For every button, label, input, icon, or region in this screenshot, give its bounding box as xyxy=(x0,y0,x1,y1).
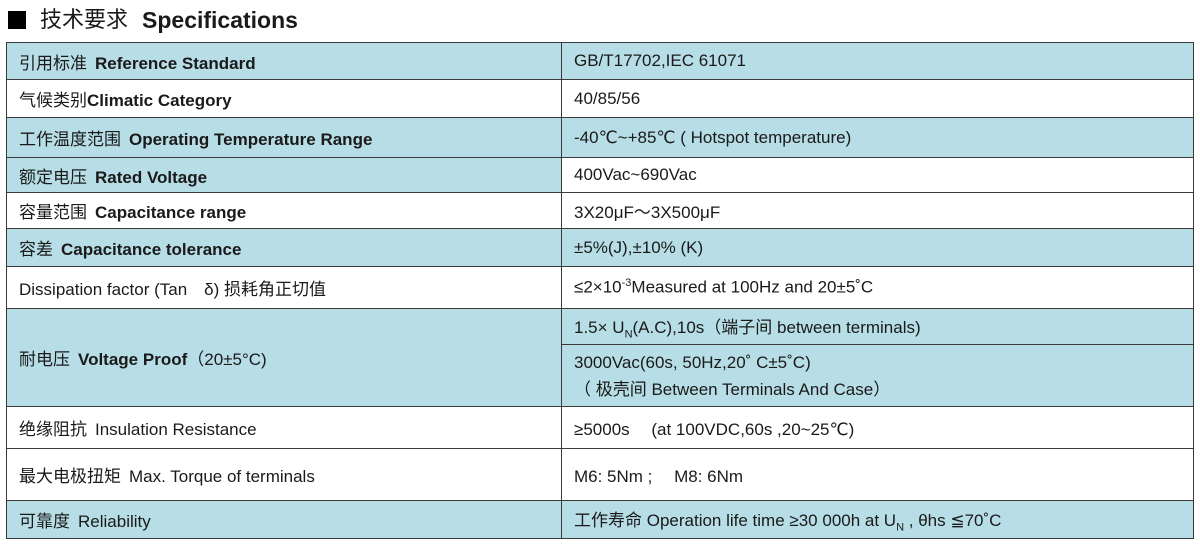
table-row: 耐电压 Voltage Proof（20±5°C) 1.5× UN(A.C),10… xyxy=(6,308,1194,407)
spec-value: ≥5000s (at 100VDC,60s ,20~25℃) xyxy=(561,406,1194,449)
spec-value: 40/85/56 xyxy=(561,79,1194,118)
spec-label: 容量范围 Capacitance range xyxy=(6,192,562,229)
table-row: Dissipation factor (Tan δ) 损耗角正切值 ≤2×10-… xyxy=(6,266,1194,309)
spec-label: 额定电压 Rated Voltage xyxy=(6,157,562,193)
spec-label: Dissipation factor (Tan δ) 损耗角正切值 xyxy=(6,266,562,309)
table-row: 额定电压 Rated Voltage 400Vac~690Vac xyxy=(6,157,1194,193)
table-row: 容差 Capacitance tolerance ±5%(J),±10% (K) xyxy=(6,228,1194,267)
spec-label: 工作温度范围 Operating Temperature Range xyxy=(6,117,562,158)
spec-value: 3000Vac(60s, 50Hz,20˚ C±5˚C) （ 极壳间 Betwee… xyxy=(561,344,1194,407)
table-row: 气候类别Climatic Category 40/85/56 xyxy=(6,79,1194,118)
spec-value: 400Vac~690Vac xyxy=(561,157,1194,193)
spec-value: ±5%(J),±10% (K) xyxy=(561,228,1194,267)
table-row: 3000Vac(60s, 50Hz,20˚ C±5˚C) （ 极壳间 Betwee… xyxy=(7,344,1194,407)
square-bullet-icon xyxy=(8,11,26,29)
spec-label: 气候类别Climatic Category xyxy=(6,79,562,118)
spec-value: 工作寿命 Operation life time ≥30 000h at UN … xyxy=(561,500,1194,539)
spec-label: 引用标准 Reference Standard xyxy=(6,42,562,80)
spec-value: 1.5× UN(A.C),10s（端子间 between terminals) xyxy=(561,308,1194,345)
spec-value: M6: 5Nm ; M8: 6Nm xyxy=(561,448,1194,501)
section-title-en: Specifications xyxy=(142,7,298,33)
table-row: 工作温度范围 Operating Temperature Range -40℃~+… xyxy=(6,117,1194,158)
section-title: 技术要求 Specifications xyxy=(8,0,298,40)
table-row: 绝缘阻抗 Insulation Resistance ≥5000s (at 100… xyxy=(6,406,1194,449)
spec-value: -40℃~+85℃ ( Hotspot temperature) xyxy=(561,117,1194,158)
spec-value: GB/T17702,IEC 61071 xyxy=(561,42,1194,80)
table-row: 容量范围 Capacitance range 3X20μF～3X500μF xyxy=(6,192,1194,229)
spec-label: 绝缘阻抗 Insulation Resistance xyxy=(6,406,562,449)
spec-value: ≤2×10-3Measured at 100Hz and 20±5˚C xyxy=(561,266,1194,309)
spec-label: 耐电压 Voltage Proof（20±5°C) xyxy=(6,308,562,407)
table-row: 最大电极扭矩 Max. Torque of terminals M6: 5Nm ;… xyxy=(6,448,1194,501)
spec-label: 最大电极扭矩 Max. Torque of terminals xyxy=(6,448,562,501)
section-title-zh: 技术要求 xyxy=(40,7,129,32)
specifications-table: 引用标准 Reference Standard GB/T17702,IEC 610… xyxy=(6,42,1194,539)
table-row: 引用标准 Reference Standard GB/T17702,IEC 610… xyxy=(6,42,1194,80)
spec-label: 容差 Capacitance tolerance xyxy=(6,228,562,267)
table-row: 可靠度 Reliability 工作寿命 Operation life time … xyxy=(6,500,1194,539)
spec-label: 可靠度 Reliability xyxy=(6,500,562,539)
spec-value: 3X20μF～3X500μF xyxy=(561,192,1194,229)
